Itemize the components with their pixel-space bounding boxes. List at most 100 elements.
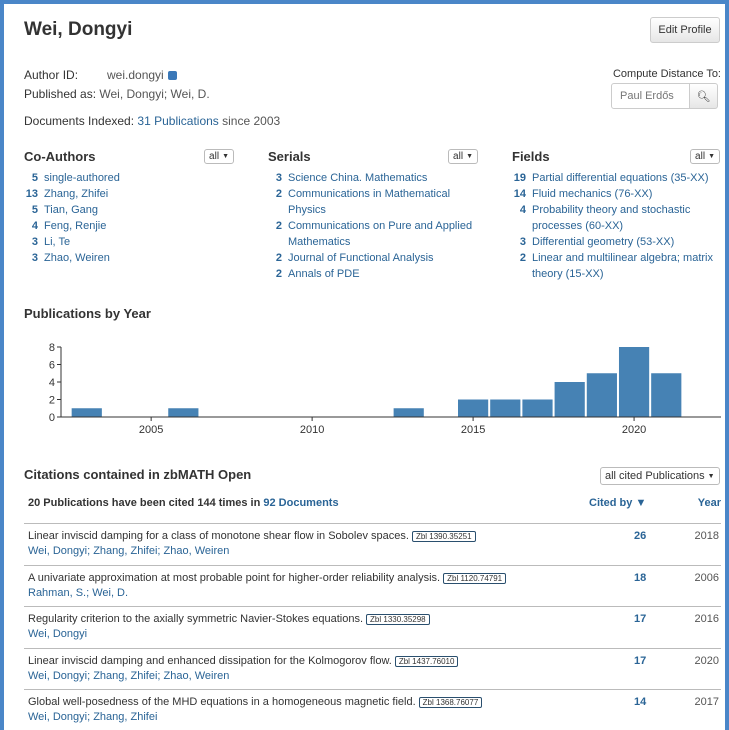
cited-by-count[interactable]: 17	[634, 654, 647, 667]
count: 3	[275, 172, 282, 184]
list-item[interactable]: 2 Linear and multilinear algebra; matrix …	[512, 250, 720, 282]
publications-by-year-chart: 0 2 4 6 8 2005 2010 2015 2020	[49, 342, 721, 436]
publication-title[interactable]: A univariate approximation at most proba…	[28, 571, 441, 584]
count: 2	[275, 268, 282, 280]
y-tick-label: 2	[49, 395, 55, 407]
bar-2003	[71, 408, 102, 417]
item-link[interactable]: Annals of PDE	[288, 268, 360, 280]
item-link[interactable]: Journal of Functional Analysis	[288, 252, 434, 264]
list-item[interactable]: 4 Feng, Renjie	[24, 218, 234, 234]
serials-title: Serials	[268, 149, 311, 164]
bar-2006	[168, 408, 199, 417]
bar-2021	[651, 373, 682, 417]
bar-2019	[586, 373, 617, 417]
zbl-badge[interactable]: Zbl 1120.74791	[443, 572, 507, 584]
search-button[interactable]: 🔍︎	[689, 83, 718, 109]
coauthors-title: Co-Authors	[24, 149, 96, 164]
zbl-badge[interactable]: Zbl 1368.76077	[418, 697, 483, 708]
zbl-badge[interactable]: Zbl 1330.35298	[366, 614, 430, 625]
documents-label: Documents Indexed:	[24, 114, 135, 128]
rss-icon[interactable]	[167, 70, 177, 80]
list-item[interactable]: 19 Partial differential equations (35-XX)	[512, 170, 720, 186]
list-item[interactable]: 3 Science China. Mathematics	[268, 170, 478, 186]
fields-list: 19 Partial differential equations (35-XX)…	[512, 170, 720, 282]
list-item[interactable]: 4 Probability theory and stochastic proce…	[512, 202, 720, 234]
item-link[interactable]: Fluid mechanics (76-XX)	[532, 188, 653, 200]
item-link[interactable]: Li, Te	[44, 236, 71, 248]
item-link[interactable]: Zhang, Zhifei	[44, 188, 109, 200]
distance-input[interactable]	[611, 83, 690, 109]
author-profile-page: Wei, Dongyi Edit Profile Author ID: wei.…	[4, 4, 725, 730]
item-link[interactable]: Communications on Pure and Applied Mathe…	[288, 220, 473, 248]
citing-documents-link[interactable]: 92 Documents	[263, 497, 339, 509]
item-link[interactable]: Communications in Mathematical Physics	[288, 188, 451, 216]
list-item[interactable]: 5 Tian, Gang	[24, 202, 234, 218]
table-row: Linear inviscid damping for a class of m…	[24, 523, 721, 565]
year: 2020	[694, 654, 719, 667]
list-item[interactable]: 5 single-authored	[24, 170, 234, 186]
cited-by-count[interactable]: 26	[634, 530, 647, 542]
compute-distance-label: Compute Distance To:	[612, 68, 721, 80]
serials-filter[interactable]: all ▼	[448, 149, 478, 164]
sort-year[interactable]: Year	[697, 497, 721, 509]
bar-2018	[554, 382, 585, 417]
item-link[interactable]: Linear and multilinear algebra; matrix t…	[532, 252, 713, 280]
list-item[interactable]: 3 Differential geometry (53-XX)	[512, 234, 720, 250]
item-link[interactable]: Science China. Mathematics	[288, 172, 428, 184]
item-link[interactable]: single-authored	[44, 172, 120, 184]
publication-title[interactable]: Linear inviscid damping and enhanced dis…	[28, 654, 392, 667]
list-item[interactable]: 14 Fluid mechanics (76-XX)	[512, 186, 720, 202]
x-tick-label: 2015	[461, 424, 485, 436]
publication-title[interactable]: Regularity criterion to the axially symm…	[28, 613, 364, 625]
item-link[interactable]: Partial differential equations (35-XX)	[532, 172, 709, 184]
citations-summary: 20 Publications have been cited 144 time…	[28, 497, 261, 509]
bar-2020	[618, 347, 650, 417]
chart-title: Publications by Year	[24, 306, 151, 321]
authors[interactable]: Wei, Dongyi; Zhang, Zhifei; Zhao, Weiren	[28, 545, 230, 557]
publication-title[interactable]: Linear inviscid damping for a class of m…	[28, 530, 409, 542]
authors[interactable]: Wei, Dongyi	[28, 628, 88, 640]
count: 2	[519, 252, 526, 264]
count: 2	[275, 188, 282, 200]
item-link[interactable]: Probability theory and stochastic proces…	[532, 204, 691, 232]
year: 2017	[694, 696, 719, 708]
count: 3	[519, 236, 526, 248]
item-link[interactable]: Zhao, Weiren	[44, 252, 110, 264]
year: 2006	[694, 571, 719, 584]
authors[interactable]: Wei, Dongyi; Zhang, Zhifei; Zhao, Weiren	[28, 669, 230, 682]
list-item[interactable]: 3 Zhao, Weiren	[24, 250, 234, 266]
item-link[interactable]: Feng, Renjie	[44, 220, 107, 232]
edit-profile-button[interactable]: Edit Profile	[650, 17, 720, 43]
authors[interactable]: Wei, Dongyi; Zhang, Zhifei	[28, 711, 158, 723]
filter-value: all	[209, 151, 220, 162]
list-item[interactable]: 3 Li, Te	[24, 234, 234, 250]
zbl-badge[interactable]: Zbl 1437.76010	[394, 655, 459, 667]
cited-by-count[interactable]: 18	[634, 571, 647, 584]
list-item[interactable]: 2 Annals of PDE	[268, 266, 478, 282]
publications-link[interactable]: 31 Publications	[137, 114, 219, 128]
count: 2	[275, 252, 282, 264]
item-link[interactable]: Tian, Gang	[44, 204, 99, 216]
caret-down-icon: ▼	[466, 153, 473, 160]
list-item[interactable]: 2 Communications on Pure and Applied Math…	[268, 218, 478, 250]
count: 3	[31, 252, 38, 264]
list-item[interactable]: 13 Zhang, Zhifei	[24, 186, 234, 202]
publication-title[interactable]: Global well-posedness of the MHD equatio…	[28, 696, 416, 708]
zbl-badge[interactable]: Zbl 1390.35251	[411, 531, 476, 542]
list-item[interactable]: 2 Communications in Mathematical Physics	[268, 186, 478, 218]
fields-filter[interactable]: all ▼	[690, 149, 720, 164]
cited-by-count[interactable]: 14	[634, 696, 647, 708]
year: 2016	[694, 613, 719, 625]
coauthors-filter[interactable]: all ▼	[204, 149, 234, 164]
year: 2018	[694, 530, 719, 542]
table-row: A univariate approximation at most proba…	[24, 564, 721, 607]
list-item[interactable]: 2 Journal of Functional Analysis	[268, 250, 478, 266]
citations-filter[interactable]: all cited Publications ▼	[600, 467, 720, 485]
caret-down-icon: ▼	[707, 472, 715, 480]
published-as: Wei, Dongyi; Wei, D.	[99, 87, 210, 101]
cited-by-count[interactable]: 17	[634, 613, 647, 625]
item-link[interactable]: Differential geometry (53-XX)	[532, 236, 675, 248]
sort-cited-by[interactable]: Cited by ▼	[589, 497, 647, 509]
x-tick-label: 2020	[622, 424, 646, 436]
authors[interactable]: Rahman, S.; Wei, D.	[28, 586, 129, 599]
